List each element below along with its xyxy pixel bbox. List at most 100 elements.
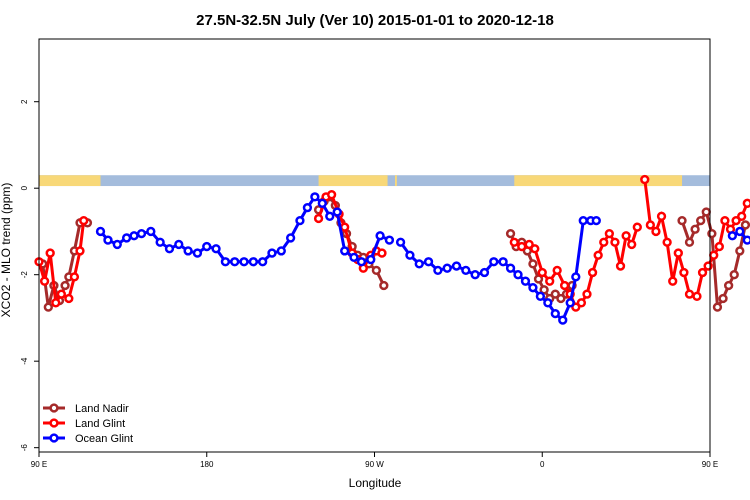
data-point [384, 235, 395, 245]
data-point [405, 250, 415, 260]
data-point [690, 224, 700, 234]
data-point [552, 265, 562, 276]
data-point [317, 198, 327, 208]
data-point [615, 261, 626, 271]
data-point [45, 248, 55, 258]
data-point [56, 289, 67, 299]
series-land-glint [34, 174, 750, 312]
legend: Land Nadir Land Glint Ocean Glint [43, 403, 133, 445]
data-point [550, 289, 560, 299]
data-point [528, 259, 538, 269]
data-point [720, 215, 730, 226]
data-point [556, 293, 566, 304]
data-point [537, 267, 547, 278]
data-point [155, 237, 165, 247]
data-point [461, 265, 471, 276]
data-point [379, 280, 389, 291]
series-layer [34, 174, 750, 325]
data-point [673, 248, 683, 258]
data-point [591, 215, 601, 226]
data-point [684, 289, 695, 299]
data-point [571, 272, 581, 282]
data-point [578, 215, 588, 226]
data-point [524, 239, 534, 250]
data-point [498, 257, 508, 267]
data-point [545, 276, 555, 286]
data-point [679, 267, 689, 278]
data-point [742, 198, 750, 208]
plot-frame [38, 38, 711, 453]
data-point [645, 220, 656, 230]
y-tick-label: 0 [20, 185, 29, 190]
data-point [550, 308, 560, 319]
data-point [582, 289, 592, 299]
data-point [505, 228, 516, 239]
data-point [740, 220, 750, 230]
data-point [735, 246, 745, 256]
series-land-nadir [38, 192, 750, 312]
land-band-segment [514, 175, 683, 187]
data-point [183, 246, 193, 256]
data-point [587, 267, 598, 278]
data-point [697, 267, 708, 278]
data-point [39, 276, 50, 286]
data-point [220, 257, 231, 267]
legend-label: Ocean Glint [75, 433, 133, 445]
data-point [539, 285, 549, 295]
x-axis: 90 E 180 90 W 0 90 E [31, 452, 718, 469]
data-point [192, 248, 203, 258]
data-point [707, 228, 717, 239]
data-point [64, 293, 74, 304]
data-point [451, 261, 462, 271]
y-tick-label: -4 [20, 357, 29, 365]
data-point [565, 298, 575, 308]
data-point [718, 293, 728, 304]
x-tick-label: 180 [200, 460, 214, 469]
legend-item: Ocean Glint [43, 433, 133, 445]
data-point [640, 174, 650, 185]
data-point [112, 239, 122, 250]
x-tick-label: 90 W [365, 460, 384, 469]
data-point [729, 270, 739, 280]
data-point [349, 252, 359, 263]
data-point [621, 231, 631, 241]
y-tick-label: -6 [20, 444, 29, 452]
data-point [533, 274, 544, 284]
data-point [662, 237, 672, 247]
data-point [543, 298, 553, 308]
data-point [371, 265, 382, 276]
data-point [737, 211, 747, 221]
data-point [604, 228, 614, 239]
data-point [377, 248, 387, 258]
data-point [395, 237, 406, 247]
data-point [656, 211, 667, 221]
data-point [414, 259, 424, 269]
data-point [326, 190, 337, 200]
data-point [571, 302, 581, 312]
legend-marker [49, 403, 59, 413]
data-point [75, 246, 85, 256]
data-point [211, 244, 221, 254]
data-point [267, 248, 277, 258]
data-point [136, 228, 147, 239]
data-point [332, 207, 342, 217]
data-point [709, 250, 719, 260]
data-point [735, 226, 745, 237]
data-point [433, 265, 443, 276]
data-point [313, 213, 324, 224]
data-point [489, 257, 499, 267]
data-point [79, 215, 89, 226]
data-point [470, 270, 480, 280]
legend-label: Land Glint [75, 418, 125, 430]
data-point [712, 302, 723, 312]
data-point [366, 254, 376, 265]
x-tick-label: 90 E [31, 460, 47, 469]
legend-item: Land Glint [43, 418, 125, 430]
x-tick-label: 0 [540, 460, 545, 469]
y-tick-label: 2 [20, 99, 29, 104]
data-point [576, 298, 587, 308]
y-axis: 2 0 -2 -4 -6 [20, 99, 39, 451]
y-axis-label: XCO2 - MLO trend (ppm) [0, 183, 13, 318]
data-point [174, 239, 184, 250]
